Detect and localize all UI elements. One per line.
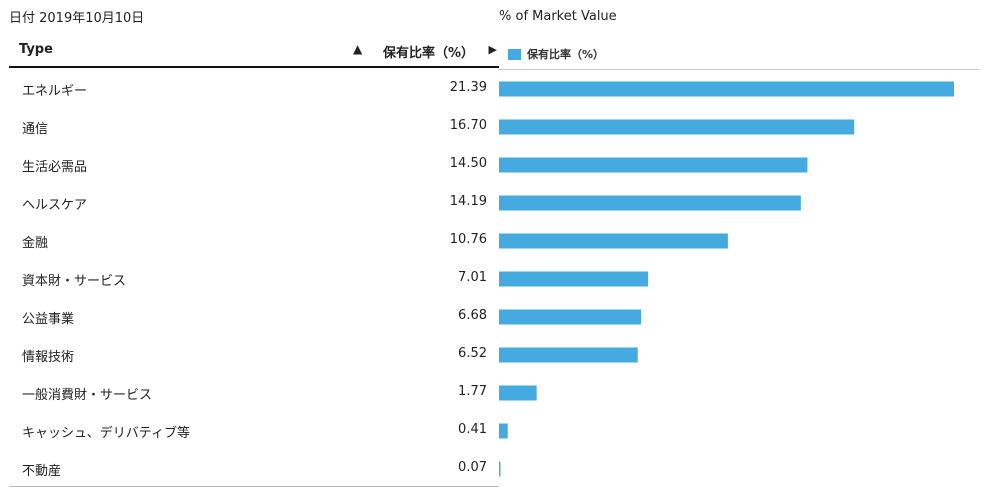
bar[interactable] bbox=[499, 385, 537, 401]
sector-weight: 6.52 bbox=[458, 346, 487, 361]
bar[interactable] bbox=[499, 195, 801, 211]
bar[interactable] bbox=[499, 157, 808, 173]
legend-label: 保有比率（%） bbox=[527, 48, 605, 61]
sector-weight: 14.50 bbox=[449, 156, 487, 171]
table-row: エネルギー 21.39 bbox=[9, 68, 499, 106]
table-row: 不動産 0.07 bbox=[9, 448, 499, 487]
chart-title: % of Market Value bbox=[499, 9, 617, 24]
sector-weight: 16.70 bbox=[449, 118, 487, 133]
sector-weight: 14.19 bbox=[449, 194, 487, 209]
sector-name: 通信 bbox=[22, 122, 49, 137]
table-row: 公益事業 6.68 bbox=[9, 296, 499, 334]
bar[interactable] bbox=[499, 233, 728, 249]
sector-name: キャッシュ、デリバティブ等 bbox=[22, 426, 190, 441]
sector-name: 公益事業 bbox=[22, 312, 75, 327]
sector-weight: 10.76 bbox=[449, 232, 487, 247]
sector-weight: 6.68 bbox=[458, 308, 487, 323]
sector-weight: 21.39 bbox=[449, 80, 487, 95]
sector-weight: 0.07 bbox=[458, 460, 487, 475]
bar[interactable] bbox=[499, 347, 638, 363]
bar[interactable] bbox=[499, 271, 649, 287]
bar[interactable] bbox=[499, 423, 508, 439]
chart-top-rule bbox=[498, 69, 980, 70]
sector-name: 金融 bbox=[22, 236, 49, 251]
legend-swatch bbox=[508, 48, 521, 60]
bar[interactable] bbox=[499, 81, 954, 97]
column-header-value[interactable]: 保有比率（%） bbox=[382, 46, 474, 61]
table-row: 一般消費財・サービス 1.77 bbox=[9, 372, 499, 410]
table-row: 通信 16.70 bbox=[9, 106, 499, 144]
table-row: 情報技術 6.52 bbox=[9, 334, 499, 372]
table-row: 資本財・サービス 7.01 bbox=[9, 258, 499, 296]
sector-name: 生活必需品 bbox=[22, 160, 88, 175]
bar[interactable] bbox=[499, 119, 855, 135]
sector-name: 不動産 bbox=[22, 464, 62, 479]
sector-name: エネルギー bbox=[22, 84, 88, 99]
chart-legend: 保有比率（%） bbox=[508, 46, 604, 62]
sector-name: ヘルスケア bbox=[22, 198, 88, 213]
table-body: エネルギー 21.39 通信 16.70 生活必需品 14.50 ヘルスケア 14.19 金融 1… bbox=[9, 68, 499, 487]
table-row: ヘルスケア 14.19 bbox=[9, 182, 499, 220]
sector-weight: 0.41 bbox=[458, 422, 487, 437]
bar[interactable] bbox=[499, 461, 501, 477]
sector-name: 資本財・サービス bbox=[22, 274, 127, 289]
holdings-table: Type ▲ 保有比率（%） ▶ エネルギー 21.39 通信 16.70 生活必需品 1… bbox=[9, 36, 499, 487]
sector-name: 一般消費財・サービス bbox=[22, 388, 153, 403]
date-label: 日付 2019年10月10日 bbox=[9, 11, 145, 26]
sector-name: 情報技術 bbox=[22, 350, 75, 365]
sector-weight: 7.01 bbox=[458, 270, 487, 285]
table-row: 金融 10.76 bbox=[9, 220, 499, 258]
bar[interactable] bbox=[499, 309, 642, 325]
sort-ascending-icon[interactable]: ▲ bbox=[353, 42, 363, 56]
table-header: Type ▲ 保有比率（%） ▶ bbox=[9, 36, 499, 68]
column-header-type[interactable]: Type bbox=[19, 42, 53, 57]
expand-arrow-icon[interactable]: ▶ bbox=[488, 43, 497, 56]
table-row: キャッシュ、デリバティブ等 0.41 bbox=[9, 410, 499, 448]
table-row: 生活必需品 14.50 bbox=[9, 144, 499, 182]
sector-weight: 1.77 bbox=[458, 384, 487, 399]
